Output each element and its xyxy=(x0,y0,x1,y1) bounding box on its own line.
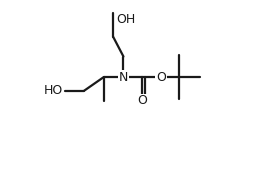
Text: N: N xyxy=(119,70,128,83)
Text: O: O xyxy=(156,70,166,83)
Text: OH: OH xyxy=(117,13,136,26)
Text: O: O xyxy=(137,94,147,107)
Text: HO: HO xyxy=(44,84,63,97)
